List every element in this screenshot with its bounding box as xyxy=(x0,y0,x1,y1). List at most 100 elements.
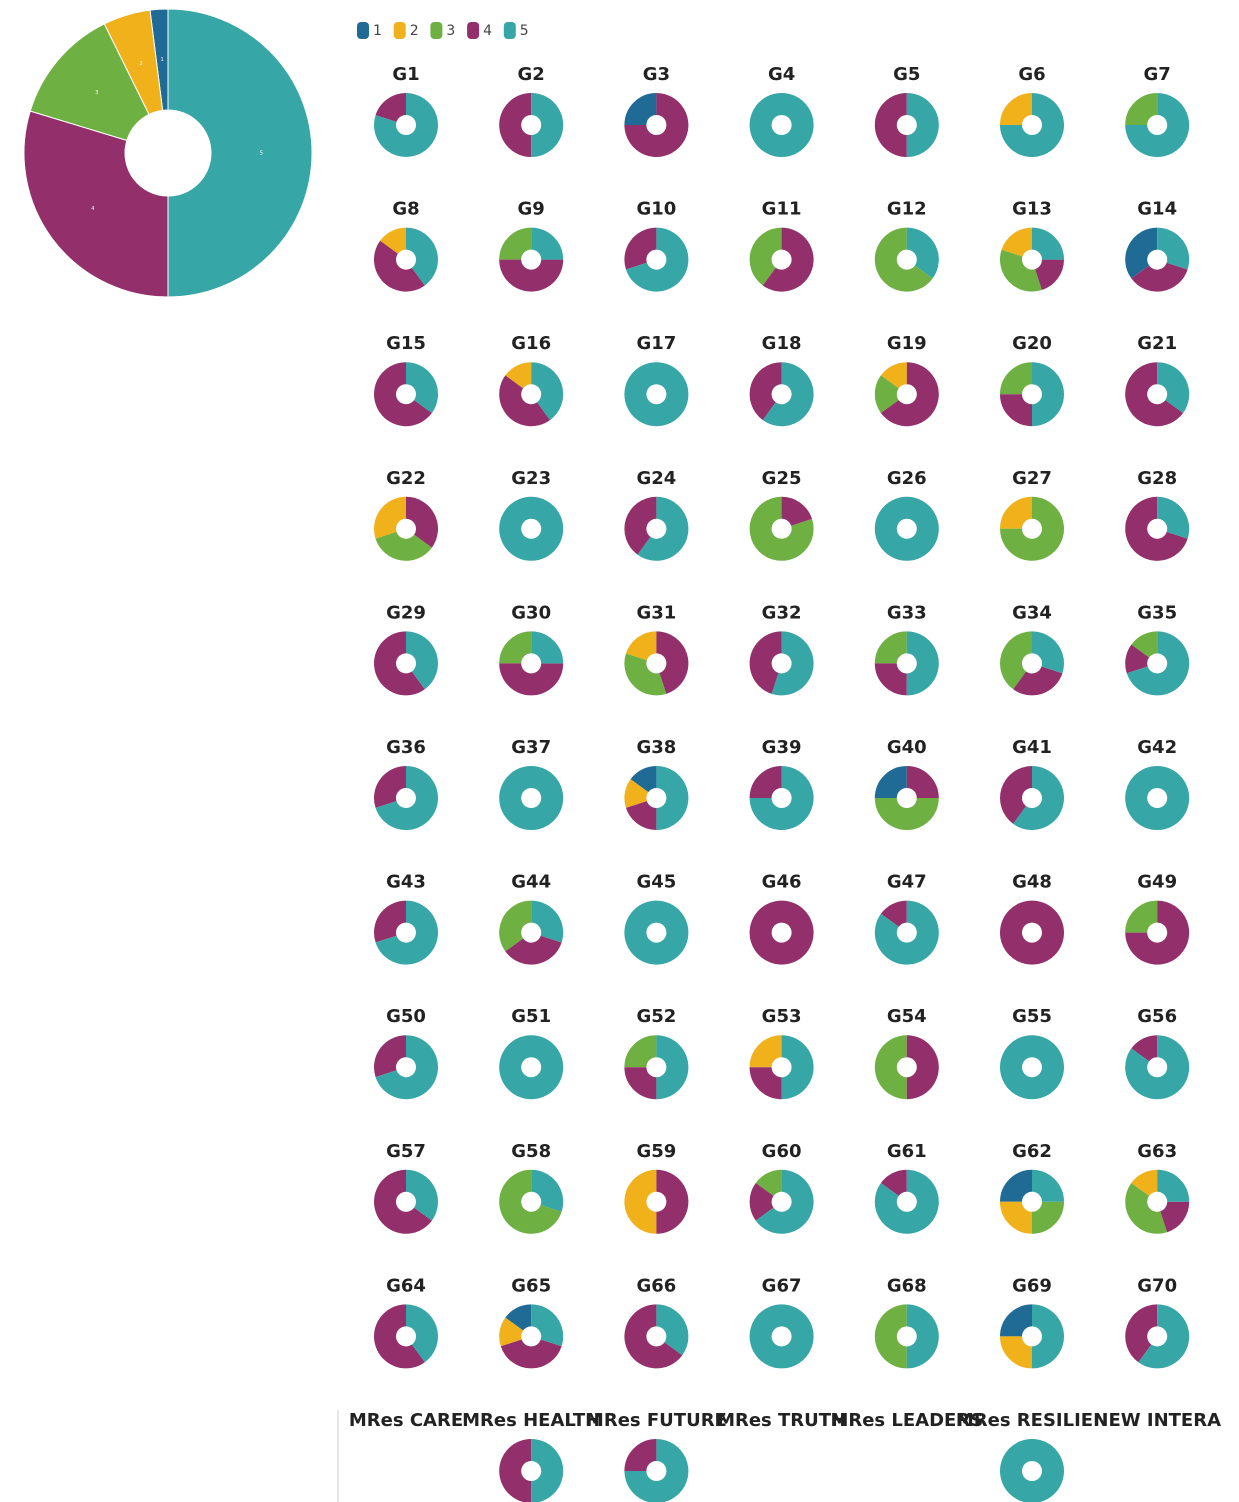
chart-title: G39 xyxy=(762,737,802,758)
pie-slice xyxy=(1035,259,1064,291)
pie-slice xyxy=(624,779,649,808)
pie-slice xyxy=(374,496,406,539)
pie-slice xyxy=(1125,227,1158,279)
pie-slice xyxy=(624,93,689,157)
pie-slice xyxy=(624,653,667,696)
chart-title: G37 xyxy=(511,737,551,758)
pie-slice xyxy=(531,362,564,421)
chart-title: G41 xyxy=(1012,737,1052,758)
chart-title: G19 xyxy=(887,333,927,354)
pie-slice xyxy=(1157,362,1190,414)
pie-slice xyxy=(375,93,406,122)
chart-title: G12 xyxy=(887,199,927,220)
chart-title: G47 xyxy=(887,872,927,893)
legend-label: 1 xyxy=(373,23,382,39)
pie-slice xyxy=(625,631,657,661)
pie-slice xyxy=(380,227,406,254)
chart-title: MRes FUTURE xyxy=(586,1410,727,1431)
pie-slice xyxy=(880,362,939,427)
chart-title: G1 xyxy=(392,64,419,85)
pie-slice xyxy=(499,766,564,830)
pie-slice xyxy=(531,1439,564,1502)
legend-swatch xyxy=(503,22,516,39)
chart-title: G8 xyxy=(392,199,419,220)
chart-title: G70 xyxy=(1137,1275,1177,1296)
chart-title: G15 xyxy=(386,333,426,354)
chart-title: G45 xyxy=(636,872,676,893)
pie-slice xyxy=(1157,227,1190,270)
pie-slice xyxy=(1000,1439,1064,1502)
pie-slice xyxy=(1157,1169,1190,1202)
pie-slice xyxy=(630,766,657,793)
pie-slice xyxy=(1000,93,1032,125)
pie-slice xyxy=(874,1035,907,1100)
chart-title: G24 xyxy=(636,468,676,489)
pie-slice xyxy=(874,375,899,414)
pie-slice xyxy=(1138,1304,1190,1369)
pie-slice xyxy=(1032,1201,1064,1234)
chart-title: G67 xyxy=(762,1275,802,1296)
chart-title: MRes LEADERS xyxy=(830,1410,983,1431)
pie-slice xyxy=(375,531,432,561)
pie-slice xyxy=(1000,1035,1064,1100)
pie-slice xyxy=(1001,227,1032,257)
pie-slice xyxy=(749,631,782,694)
pie-slice xyxy=(874,631,907,664)
legend-label: 5 xyxy=(520,23,529,39)
pie-slice xyxy=(1000,394,1032,427)
chart-title: G60 xyxy=(762,1141,802,1162)
pie-slice xyxy=(624,362,689,427)
pie-slice xyxy=(874,663,907,696)
pie-slice xyxy=(781,1035,814,1100)
pie-slice xyxy=(1157,496,1190,539)
pie-slice xyxy=(1125,644,1150,674)
pie-slice xyxy=(1000,496,1032,529)
chart-title: G6 xyxy=(1018,64,1045,85)
chart-title: G28 xyxy=(1137,468,1177,489)
pie-slice xyxy=(531,900,564,943)
pie-slice xyxy=(374,240,425,292)
pie-slice xyxy=(624,900,689,965)
chart-title: G13 xyxy=(1012,199,1052,220)
pie-slice xyxy=(406,362,438,414)
chart-title: MRes TRUTH xyxy=(717,1410,846,1431)
chart-title: G68 xyxy=(887,1275,927,1296)
pie-slice xyxy=(624,496,657,555)
chart-title: G20 xyxy=(1012,333,1052,354)
chart-title: MRes HEALTH xyxy=(462,1410,600,1431)
pie-slice xyxy=(874,227,933,292)
chart-title: G33 xyxy=(887,602,927,623)
chart-title: G36 xyxy=(386,737,426,758)
slice-label: 1 xyxy=(161,57,164,63)
pie-slice xyxy=(1125,766,1190,830)
chart-title: G61 xyxy=(887,1141,927,1162)
pie-slice xyxy=(1000,1304,1032,1337)
legend-swatch xyxy=(467,22,480,39)
chart-title: G55 xyxy=(1012,1006,1052,1027)
chart-title: G11 xyxy=(762,199,802,220)
pie-slice xyxy=(624,1035,657,1068)
pie-slice xyxy=(1125,1304,1158,1363)
legend-label: 2 xyxy=(410,23,419,39)
pie-slice xyxy=(1032,227,1064,260)
chart-title: G53 xyxy=(762,1006,802,1027)
legend-swatch xyxy=(393,22,406,39)
pie-slice xyxy=(1131,262,1188,292)
pie-slice xyxy=(1125,1035,1190,1100)
pie-slice xyxy=(625,227,689,292)
chart-title: G27 xyxy=(1012,468,1052,489)
chart-title: G22 xyxy=(386,468,426,489)
chart-title: G65 xyxy=(511,1275,551,1296)
pie-slice xyxy=(1000,93,1064,158)
pie-slice xyxy=(23,110,169,298)
pie-slice xyxy=(499,1439,532,1502)
pie-slice xyxy=(874,1304,907,1369)
pie-slice xyxy=(656,631,689,694)
pie-slice xyxy=(499,259,564,292)
pie-slice xyxy=(499,496,564,561)
legend-swatch xyxy=(430,22,443,39)
chart-title: G49 xyxy=(1137,872,1177,893)
pie-slice xyxy=(375,765,439,831)
chart-title: G10 xyxy=(636,199,676,220)
